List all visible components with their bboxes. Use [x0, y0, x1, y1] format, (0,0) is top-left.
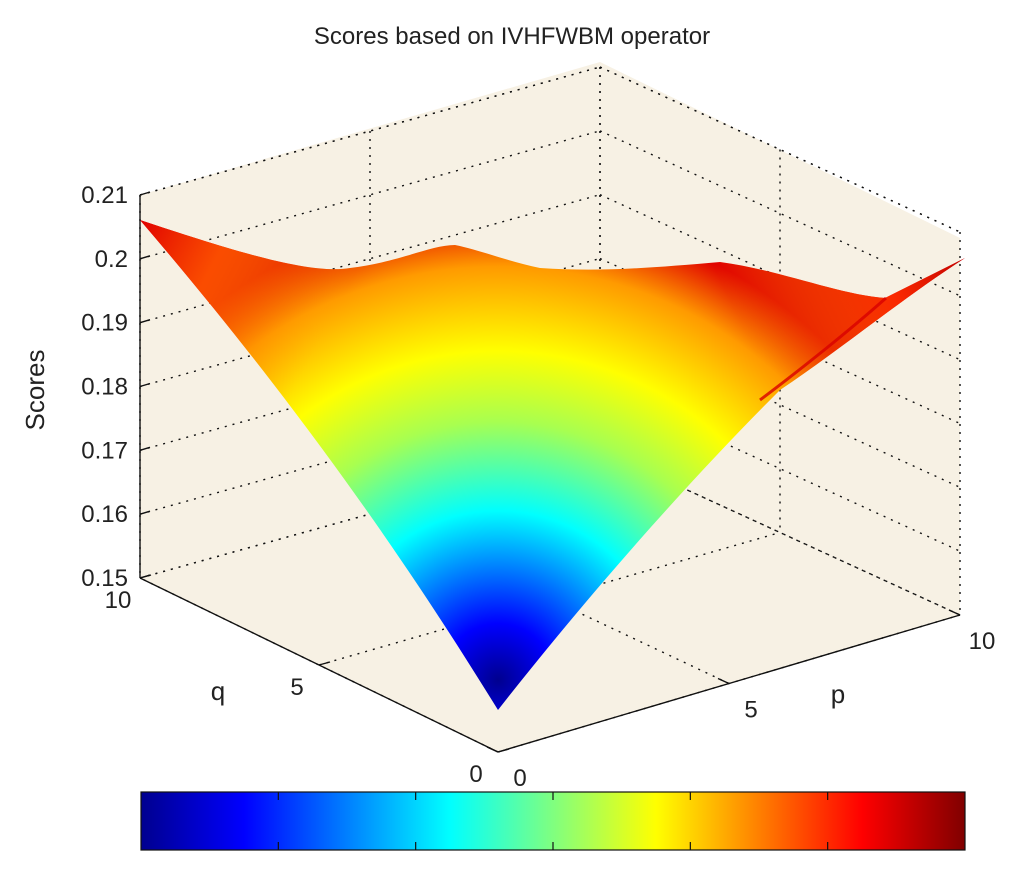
chart-title: Scores based on IVHFWBM operator: [314, 23, 710, 50]
q-tick-mark: [497, 748, 510, 753]
colorbar: [140, 791, 966, 851]
z-tick-mark: [139, 382, 151, 388]
p-tick-label: 5: [744, 697, 757, 724]
z-tick-mark: [139, 446, 151, 452]
q-tick-mark: [139, 574, 152, 579]
z-tick-mark: [139, 191, 151, 196]
p-axis-ticks: 0 5 10: [486, 609, 996, 792]
p-tick-mark: [486, 746, 499, 753]
p-tick-label: 0: [513, 765, 526, 792]
q-tick-label: 10: [105, 587, 132, 614]
z-tick-mark: [139, 255, 151, 260]
p-axis-label: p: [831, 679, 845, 709]
q-tick-label: 0: [469, 761, 482, 788]
z-tick-label: 0.19: [81, 310, 128, 337]
z-tick-mark: [139, 318, 151, 324]
q-axis-ticks: 0 5 10: [105, 574, 510, 788]
z-tick-label: 0.15: [81, 565, 128, 592]
colorbar-gradient: [140, 791, 966, 851]
z-tick-label: 0.2: [95, 246, 128, 273]
p-tick-label: 10: [969, 628, 996, 655]
z-tick-mark: [139, 510, 151, 515]
q-tick-mark: [318, 661, 331, 666]
colorbar-ticks: [277, 792, 829, 850]
p-tick-mark: [948, 609, 961, 616]
z-tick-label: 0.18: [81, 374, 128, 401]
q-axis-label: q: [211, 676, 225, 706]
z-tick-label: 0.16: [81, 501, 128, 528]
z-axis-label: Scores: [20, 350, 50, 431]
z-axis-ticks: 0.15 0.16 0.17 0.18 0.19 0.2 0.21: [81, 182, 151, 592]
q-tick-label: 5: [290, 674, 303, 701]
z-tick-label: 0.17: [81, 437, 128, 464]
z-tick-label: 0.21: [81, 182, 128, 209]
p-tick-mark: [717, 677, 730, 685]
